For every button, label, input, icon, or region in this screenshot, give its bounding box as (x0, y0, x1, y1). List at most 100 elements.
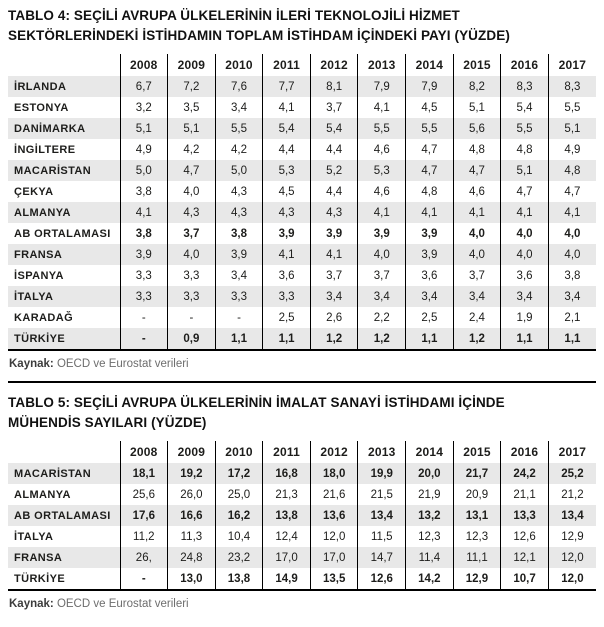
value-cell: 0,9 (167, 328, 216, 351)
value-cell: 5,6 (452, 118, 501, 139)
value-cell: 25,6 (119, 484, 168, 505)
year-header: 2016 (500, 54, 549, 76)
value-cell: 4,1 (500, 202, 549, 223)
value-cell: 3,4 (547, 286, 596, 307)
value-cell: 17,6 (119, 505, 168, 526)
value-cell: 5,3 (357, 160, 406, 181)
value-cell: 12,1 (500, 547, 549, 568)
value-cell: 4,3 (214, 181, 263, 202)
year-header: 2010 (214, 441, 263, 463)
value-cell: 14,9 (262, 568, 311, 591)
value-cell: 4,6 (357, 139, 406, 160)
value-cell: 25,0 (214, 484, 263, 505)
year-header-row: 2008 2009 2010 2011 2012 2013 2014 2015 2016 2017 (8, 441, 596, 463)
value-cell: 3,2 (119, 97, 168, 118)
year-header: 2017 (547, 441, 596, 463)
country-cell: AB ORTALAMASI (14, 227, 111, 240)
value-cell: 12,3 (405, 526, 454, 547)
table-row: MACARİSTAN 18,1 19,2 17,2 16,8 18,0 19,9 20,0 21… (8, 463, 596, 484)
tablo4-section: TABLO 4: SEÇİLİ AVRUPA ÜLKELERİNİN İLERİ… (8, 6, 596, 370)
country-cell: ESTONYA (14, 101, 69, 114)
value-cell: 2,4 (452, 307, 501, 328)
value-cell: - (119, 328, 168, 351)
value-cell: 3,6 (500, 265, 549, 286)
value-cell: 1,1 (547, 328, 596, 351)
value-cell: 12,9 (547, 526, 596, 547)
value-cell: 21,2 (547, 484, 596, 505)
value-cell: 4,2 (214, 139, 263, 160)
country-cell: FRANSA (14, 551, 63, 564)
value-cell: 3,7 (309, 97, 358, 118)
source-text: OECD ve Eurostat verileri (53, 358, 189, 370)
value-cell: 4,1 (452, 202, 501, 223)
value-cell: 4,8 (547, 160, 596, 181)
value-cell: 17,0 (309, 547, 358, 568)
country-cell: TÜRKİYE (8, 568, 120, 591)
value-cell: 19,2 (167, 463, 216, 484)
table-row: AB ORTALAMASI 17,6 16,6 16,2 13,8 13,6 13,4 13,… (8, 505, 596, 526)
value-cell: 13,6 (309, 505, 358, 526)
value-cell: 8,2 (452, 76, 501, 97)
value-cell: 21,5 (357, 484, 406, 505)
value-cell: 8,1 (309, 76, 358, 97)
country-cell: ALMANYA (14, 488, 71, 501)
tablo5-table: 2008 2009 2010 2011 2012 2013 2014 2015 2016 2017… (8, 441, 596, 591)
value-cell: 25,2 (547, 463, 596, 484)
source-label: Kaynak: (9, 598, 54, 610)
value-cell: 3,7 (309, 265, 358, 286)
table-row: İNGİLTERE 4,9 4,2 4,2 4,4 4,4 4,6 4,7 4,8 4,8 4,9 (8, 139, 596, 160)
value-cell: 3,9 (357, 223, 406, 244)
value-cell: 21,9 (405, 484, 454, 505)
value-cell: 13,1 (452, 505, 501, 526)
value-cell: 3,3 (214, 286, 263, 307)
tablo5-section: TABLO 5: SEÇİLİ AVRUPA ÜLKELERİNİN İMALA… (8, 393, 596, 610)
year-header: 2012 (309, 54, 358, 76)
value-cell: 4,5 (405, 97, 454, 118)
value-cell: 4,4 (309, 181, 358, 202)
value-cell: 5,4 (500, 97, 549, 118)
value-cell: 12,0 (547, 568, 596, 591)
value-cell: 4,7 (405, 139, 454, 160)
value-cell: 10,7 (500, 568, 549, 591)
value-cell: 2,5 (405, 307, 454, 328)
year-header: 2016 (500, 441, 549, 463)
value-cell: 3,3 (119, 265, 168, 286)
table-row: ESTONYA 3,2 3,5 3,4 4,1 3,7 4,1 4,5 5,1 5,4 5,5 (8, 97, 596, 118)
tablo5-title: TABLO 5: SEÇİLİ AVRUPA ÜLKELERİNİN İMALA… (8, 395, 505, 430)
value-cell: 3,7 (357, 265, 406, 286)
country-cell: İTALYA (14, 530, 54, 543)
value-cell: 21,1 (500, 484, 549, 505)
value-cell: 4,9 (547, 139, 596, 160)
year-header: 2015 (452, 54, 501, 76)
value-cell: 5,4 (262, 118, 311, 139)
value-cell: 4,6 (452, 181, 501, 202)
value-cell: 4,0 (547, 244, 596, 265)
value-cell: 4,1 (405, 202, 454, 223)
value-cell: 3,8 (214, 223, 263, 244)
value-cell: 3,7 (167, 223, 216, 244)
value-cell: 4,1 (262, 97, 311, 118)
value-cell: 5,2 (309, 160, 358, 181)
value-cell: 1,1 (262, 328, 311, 351)
table-row: İTALYA 3,3 3,3 3,3 3,3 3,4 3,4 3,4 3,4 3,4 3,4 (8, 286, 596, 307)
value-cell: 2,2 (357, 307, 406, 328)
value-cell: 11,3 (167, 526, 216, 547)
tablo4-title: TABLO 4: SEÇİLİ AVRUPA ÜLKELERİNİN İLERİ… (8, 8, 510, 43)
document-page: TABLO 4: SEÇİLİ AVRUPA ÜLKELERİNİN İLERİ… (8, 6, 596, 610)
value-cell: 5,0 (214, 160, 263, 181)
value-cell: 11,2 (119, 526, 168, 547)
table-row: FRANSA 3,9 4,0 3,9 4,1 4,1 4,0 3,9 4,0 4,0 4,0 (8, 244, 596, 265)
value-cell: 3,8 (119, 181, 168, 202)
value-cell: 24,2 (500, 463, 549, 484)
value-cell: 3,7 (452, 265, 501, 286)
country-cell: İNGİLTERE (14, 143, 76, 156)
value-cell: 5,1 (167, 118, 216, 139)
value-cell: 6,7 (119, 76, 168, 97)
country-cell: MACARİSTAN (14, 467, 92, 480)
value-cell: 5,5 (405, 118, 454, 139)
value-cell: 12,0 (547, 547, 596, 568)
table-row: ALMANYA 4,1 4,3 4,3 4,3 4,3 4,1 4,1 4,1 4,1 4,1 (8, 202, 596, 223)
value-cell: 7,9 (405, 76, 454, 97)
value-cell: 5,1 (547, 118, 596, 139)
value-cell: 4,0 (547, 223, 596, 244)
